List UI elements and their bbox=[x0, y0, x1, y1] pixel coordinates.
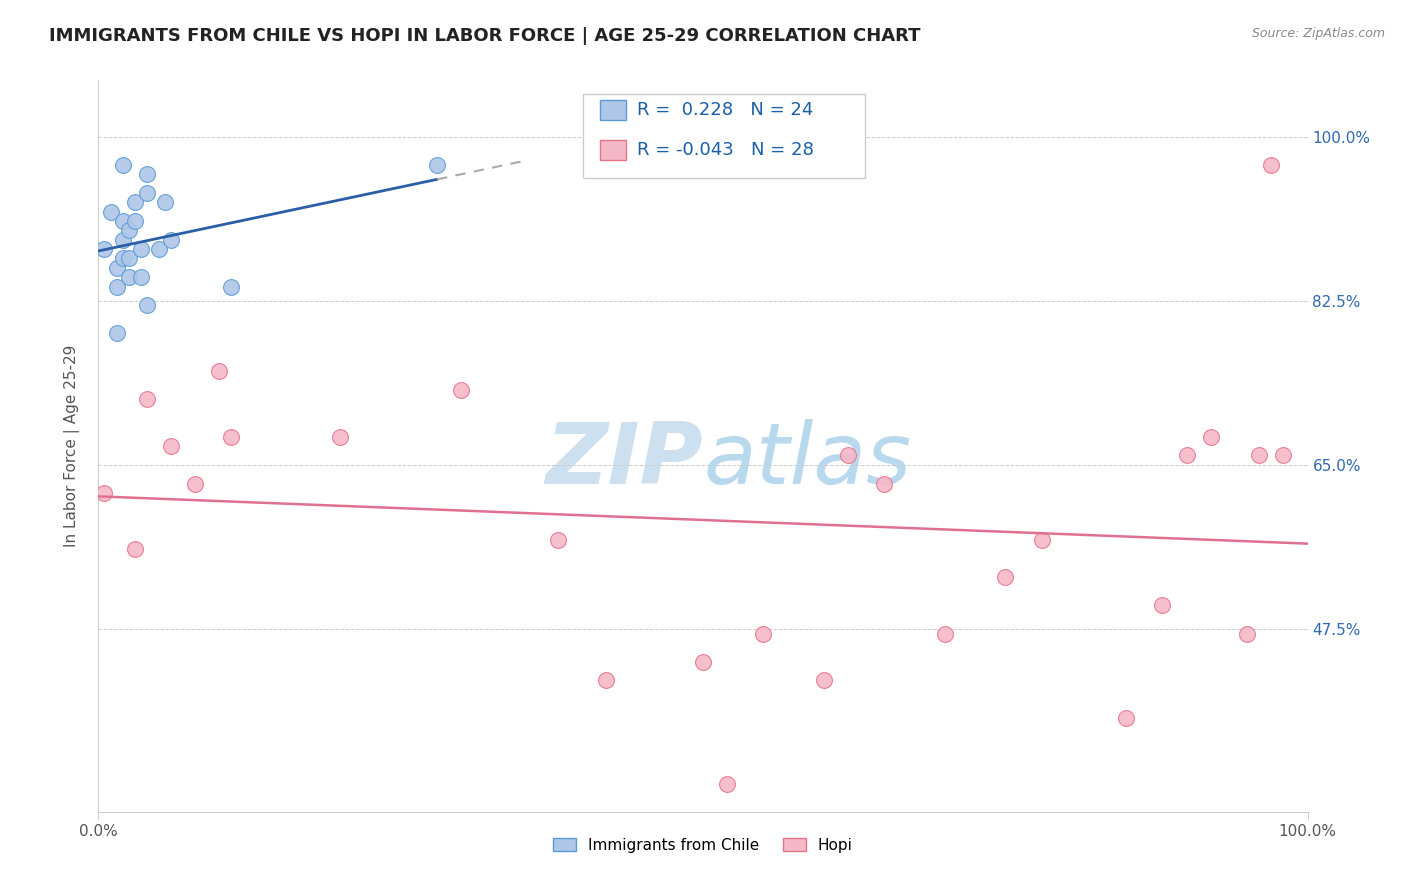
Point bbox=[813, 673, 835, 688]
Point bbox=[547, 533, 569, 547]
Point bbox=[1199, 429, 1222, 443]
Point bbox=[1115, 711, 1137, 725]
Point bbox=[111, 214, 134, 228]
Point bbox=[124, 214, 146, 228]
Point bbox=[111, 158, 134, 172]
Text: R = -0.043   N = 28: R = -0.043 N = 28 bbox=[637, 141, 814, 159]
Point bbox=[100, 204, 122, 219]
Point bbox=[1236, 626, 1258, 640]
Point bbox=[135, 392, 157, 406]
Point bbox=[426, 158, 449, 172]
Y-axis label: In Labor Force | Age 25-29: In Labor Force | Age 25-29 bbox=[63, 345, 80, 547]
Point bbox=[208, 364, 231, 378]
Point bbox=[153, 195, 176, 210]
Text: Source: ZipAtlas.com: Source: ZipAtlas.com bbox=[1251, 27, 1385, 40]
Point bbox=[105, 260, 128, 275]
Point bbox=[160, 439, 183, 453]
Point bbox=[184, 476, 207, 491]
Point bbox=[1152, 599, 1174, 613]
Point bbox=[221, 429, 243, 443]
Point bbox=[129, 242, 152, 256]
Point bbox=[124, 542, 146, 557]
Point bbox=[595, 673, 617, 688]
Text: IMMIGRANTS FROM CHILE VS HOPI IN LABOR FORCE | AGE 25-29 CORRELATION CHART: IMMIGRANTS FROM CHILE VS HOPI IN LABOR F… bbox=[49, 27, 921, 45]
Point bbox=[135, 186, 157, 200]
Point bbox=[1272, 449, 1295, 463]
Point bbox=[934, 626, 956, 640]
Point bbox=[837, 449, 859, 463]
Point bbox=[118, 270, 141, 285]
Legend: Immigrants from Chile, Hopi: Immigrants from Chile, Hopi bbox=[547, 831, 859, 859]
Point bbox=[1249, 449, 1271, 463]
Text: ZIP: ZIP bbox=[546, 419, 703, 502]
Point bbox=[118, 223, 141, 237]
Point bbox=[135, 167, 157, 181]
Point bbox=[93, 486, 115, 500]
Point bbox=[135, 298, 157, 312]
Point bbox=[692, 655, 714, 669]
Point bbox=[1175, 449, 1198, 463]
Point bbox=[160, 233, 183, 247]
Point bbox=[716, 776, 738, 790]
Text: R =  0.228   N = 24: R = 0.228 N = 24 bbox=[637, 101, 813, 119]
Point bbox=[994, 570, 1017, 584]
Point bbox=[148, 242, 170, 256]
Point bbox=[1260, 158, 1282, 172]
Point bbox=[105, 279, 128, 293]
Point bbox=[329, 429, 352, 443]
Point bbox=[105, 326, 128, 341]
Point bbox=[450, 383, 472, 397]
Point bbox=[111, 252, 134, 266]
Point bbox=[752, 626, 775, 640]
Text: atlas: atlas bbox=[703, 419, 911, 502]
Point bbox=[873, 476, 896, 491]
Point bbox=[1031, 533, 1053, 547]
Point bbox=[118, 252, 141, 266]
Point bbox=[93, 242, 115, 256]
Point bbox=[111, 233, 134, 247]
Point bbox=[124, 195, 146, 210]
Point bbox=[129, 270, 152, 285]
Point bbox=[221, 279, 243, 293]
